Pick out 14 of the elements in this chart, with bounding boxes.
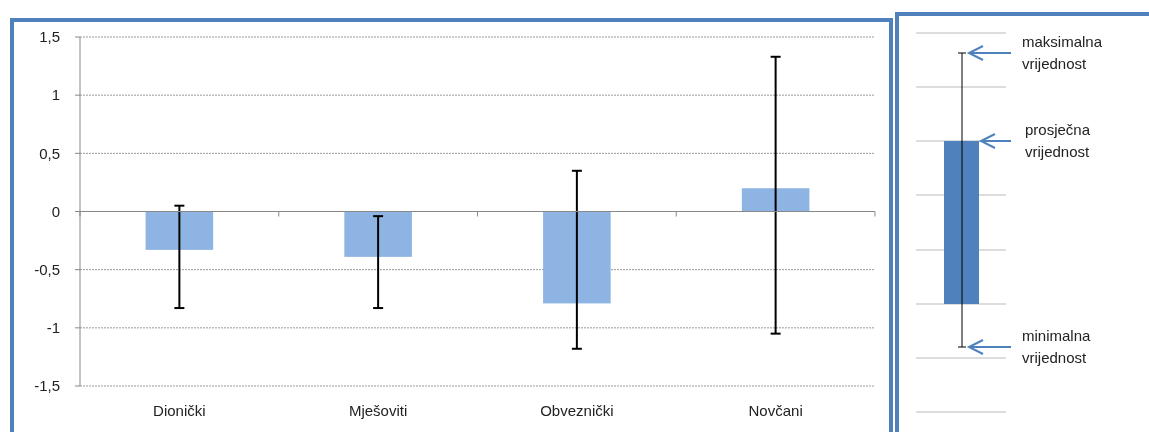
x-tick-label: Novčani	[748, 402, 803, 419]
x-tick-label: Mješoviti	[348, 402, 408, 419]
y-tick-label: 1	[51, 86, 60, 104]
text: maksimalna vrijednost	[1022, 33, 1103, 72]
text: minimalna vrijednost	[1022, 327, 1092, 366]
y-tick-label: -0,5	[34, 260, 60, 278]
x-tick-label: Dionički	[153, 402, 206, 419]
y-tick-label: -1	[46, 319, 60, 337]
x-tick-label: Obveznički	[540, 402, 614, 419]
y-tick-label: 0,5	[39, 144, 60, 162]
y-tick-label: 1,5	[39, 28, 60, 46]
y-tick-label: 0	[51, 202, 60, 220]
y-tick-label: -1,5	[34, 377, 60, 395]
text: prosječna vrijednost	[1025, 121, 1091, 160]
